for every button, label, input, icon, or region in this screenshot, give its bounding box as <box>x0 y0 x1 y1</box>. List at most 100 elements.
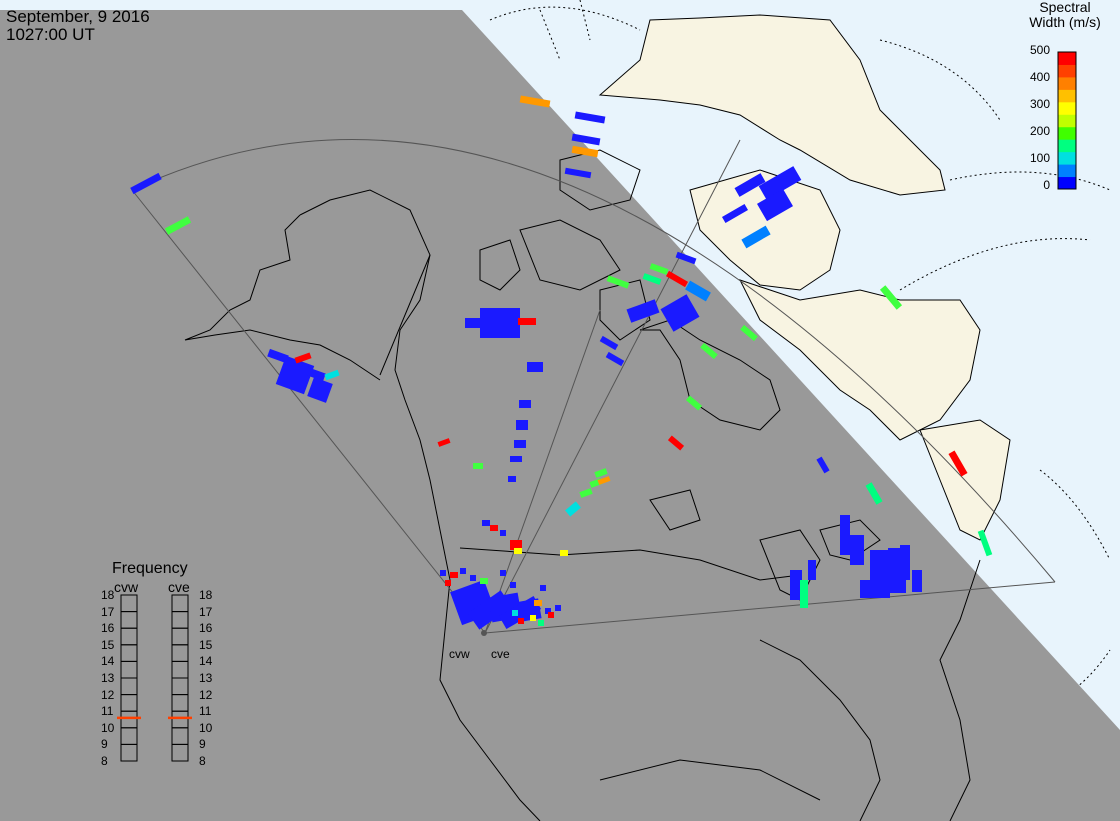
data-cell <box>564 167 592 179</box>
data-cell <box>642 273 662 285</box>
data-cell <box>594 468 608 478</box>
data-cell <box>700 342 718 360</box>
frequency-scale-number: 18 <box>199 588 213 602</box>
colorbar-segment <box>1058 114 1076 128</box>
frequency-cell <box>171 743 189 762</box>
data-cell <box>977 529 993 557</box>
data-cell <box>900 545 910 580</box>
data-cell <box>571 145 599 158</box>
date-label: September, 9 2016 <box>6 7 150 26</box>
data-cell <box>480 578 488 584</box>
frequency-scale-number: 8 <box>101 754 108 768</box>
frequency-scale-number: 9 <box>199 737 206 752</box>
data-cell <box>667 435 685 451</box>
colorbar-segment <box>1058 176 1076 190</box>
frequency-title: Frequency <box>112 560 188 577</box>
data-cell <box>555 605 561 611</box>
frequency-scale-number: 12 <box>101 687 115 702</box>
data-cell <box>741 225 771 249</box>
data-cell <box>445 580 451 586</box>
data-cell <box>500 570 506 576</box>
frequency-scale-number: 8 <box>199 754 206 768</box>
data-cell <box>527 362 543 372</box>
colorbar-tick: 0 <box>1043 178 1050 192</box>
data-cell <box>267 348 289 364</box>
colorbar-segment <box>1058 52 1076 65</box>
data-cell <box>307 377 333 403</box>
data-cell <box>840 515 850 555</box>
data-cell <box>130 172 162 195</box>
frequency-scale-number: 13 <box>101 671 115 685</box>
data-cells <box>130 95 993 630</box>
field-of-view <box>131 139 1056 634</box>
data-cell <box>660 294 700 332</box>
data-cell <box>721 203 749 224</box>
data-cell <box>665 270 689 288</box>
data-cell <box>510 540 522 550</box>
data-cell <box>740 324 758 342</box>
data-cell <box>518 318 536 325</box>
data-cell <box>649 263 669 275</box>
data-cell <box>518 618 524 624</box>
data-cell <box>560 550 568 556</box>
frequency-scale-number: 13 <box>199 671 213 685</box>
data-cell <box>548 612 554 618</box>
data-cell <box>510 582 516 588</box>
colorbar-tick: 500 <box>1029 43 1050 57</box>
data-cell <box>685 395 703 411</box>
data-cell <box>605 351 625 367</box>
data-cell <box>465 318 485 328</box>
data-cell <box>473 463 483 469</box>
colorbar-title-line1: Spectral <box>1039 0 1091 15</box>
radar-site-label-cvw: cvw <box>449 647 470 661</box>
data-cell <box>275 355 315 395</box>
frequency-scale-number: 18 <box>101 588 115 602</box>
data-cell <box>437 438 451 447</box>
frequency-scale-number: 14 <box>199 654 213 669</box>
data-cell <box>514 548 522 554</box>
frequency-ladder-cvw <box>117 594 141 762</box>
data-cell <box>758 166 802 200</box>
colorbar-segment <box>1058 151 1076 165</box>
frequency-radar-label-cve: cve <box>168 579 190 595</box>
data-cell <box>675 251 697 265</box>
colorbar-tick: 200 <box>1029 124 1050 138</box>
data-cell <box>500 530 506 536</box>
colorbar-title-line2: Width (m/s) <box>1029 14 1101 30</box>
data-cell <box>597 476 611 485</box>
colorbar-segment <box>1058 126 1076 140</box>
data-cell <box>480 308 520 338</box>
data-cell <box>734 173 766 197</box>
data-cell <box>294 352 312 364</box>
frequency-scale-number: 10 <box>101 720 115 735</box>
data-cell <box>808 560 816 580</box>
colorbar-tick: 300 <box>1029 97 1050 111</box>
data-cell <box>790 570 802 600</box>
data-cell <box>538 620 544 626</box>
data-cell <box>450 572 458 578</box>
data-cell <box>685 280 711 302</box>
data-cell <box>757 188 793 222</box>
data-cell <box>530 615 536 621</box>
colorbar-segment <box>1058 76 1076 90</box>
data-cell <box>850 535 864 565</box>
frequency-scale-number: 11 <box>199 704 212 719</box>
frequency-scale-number: 14 <box>101 654 115 669</box>
data-cell <box>870 550 890 590</box>
data-cell <box>865 482 883 505</box>
frequency-scale-number: 11 <box>101 704 114 719</box>
frequency-scale-number: 10 <box>199 720 213 735</box>
data-cell <box>482 520 490 526</box>
data-cell <box>519 400 531 408</box>
data-cell <box>574 111 606 124</box>
data-cell <box>912 570 922 592</box>
data-cell <box>164 216 192 235</box>
frequency-scale-number: 9 <box>101 737 108 752</box>
data-cell <box>606 275 630 289</box>
data-cell <box>510 456 522 462</box>
data-cell <box>516 420 528 430</box>
data-cell <box>304 366 326 382</box>
data-cell <box>534 600 542 606</box>
data-cell <box>440 570 446 576</box>
